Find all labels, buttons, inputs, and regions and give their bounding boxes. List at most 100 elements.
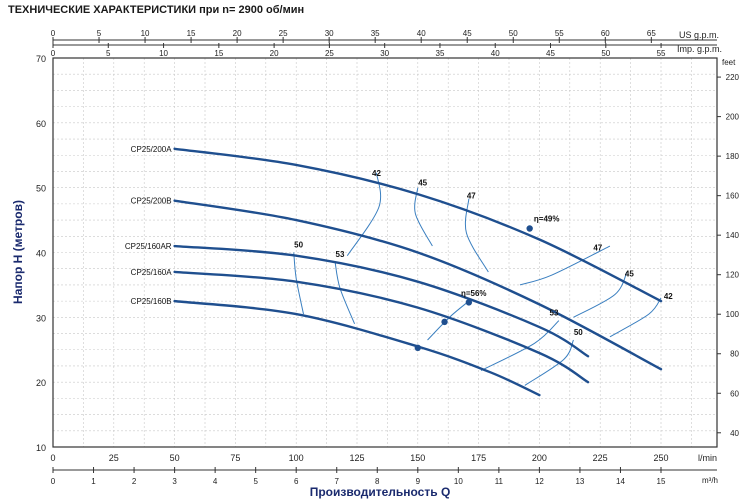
feet-tick-label: 180 xyxy=(726,152,740,161)
bep-point xyxy=(526,225,533,232)
efficiency-lines xyxy=(293,172,662,386)
imp-gpm-tick-label: 0 xyxy=(51,49,56,58)
efficiency-label: 50 xyxy=(574,328,583,337)
x-tick-label: 100 xyxy=(289,453,304,463)
feet-tick-label: 120 xyxy=(726,271,740,280)
us-gpm-tick-label: 50 xyxy=(509,29,518,38)
pump-curve xyxy=(173,299,541,397)
us-gpm-tick-label: 5 xyxy=(97,29,102,38)
m3h-tick-label: 11 xyxy=(495,477,504,486)
x-tick-label: 175 xyxy=(471,453,486,463)
efficiency-line xyxy=(464,198,489,273)
x-tick-label: 0 xyxy=(50,453,55,463)
x-tick-label: 50 xyxy=(170,453,180,463)
us-gpm-tick-label: 20 xyxy=(233,29,242,38)
efficiency-label: 45 xyxy=(418,179,427,188)
plot-border xyxy=(52,57,718,448)
y-tick-label: 70 xyxy=(36,54,46,64)
x-axis-title: Производительность Q xyxy=(310,485,451,499)
m3h-tick-label: 12 xyxy=(535,477,544,486)
grid xyxy=(52,57,717,448)
m3h-tick-label: 2 xyxy=(132,477,137,486)
efficiency-label: 53 xyxy=(336,250,345,259)
feet-tick-label: 220 xyxy=(726,73,740,82)
efficiency-label: 42 xyxy=(664,292,673,301)
efficiency-label: 47 xyxy=(593,244,602,253)
m3h-tick-label: 1 xyxy=(91,477,96,486)
us-gpm-tick-label: 65 xyxy=(647,29,656,38)
m3h-tick-label: 13 xyxy=(575,477,584,486)
us-gpm-tick-label: 40 xyxy=(417,29,426,38)
m3h-tick-label: 7 xyxy=(335,477,340,486)
m3h-tick-label: 9 xyxy=(416,477,421,486)
us-gpm-tick-label: 55 xyxy=(555,29,564,38)
us-gpm-tick-label: 15 xyxy=(187,29,196,38)
curve-labels: CP25/200A CP25/200B CP25/160AR CP25/160A CP2… xyxy=(125,145,673,337)
imp-gpm-tick-label: 10 xyxy=(159,49,168,58)
pump-curve xyxy=(173,244,590,358)
y-tick-label: 40 xyxy=(36,249,46,259)
pump-curve xyxy=(173,199,663,371)
efficiency-line xyxy=(334,262,356,325)
x-tick-label: 25 xyxy=(109,453,119,463)
m3h-tick-label: 0 xyxy=(51,477,56,486)
imp-gpm-tick-label: 25 xyxy=(325,49,334,58)
imp-gpm-tick-label: 5 xyxy=(106,49,111,58)
m3h-tick-label: 8 xyxy=(375,477,380,486)
curve-name-label: CP25/160A xyxy=(131,268,173,277)
efficiency-label: 47 xyxy=(467,192,476,201)
imp-gpm-tick-label: 55 xyxy=(657,49,666,58)
y-tick-label: 20 xyxy=(36,378,46,388)
curve-name-label: CP25/200B xyxy=(131,197,172,206)
x-unit-m3h: m³/h xyxy=(702,476,718,485)
m3h-tick-label: 3 xyxy=(172,477,177,486)
x-tick-label: 200 xyxy=(532,453,547,463)
efficiency-line xyxy=(480,320,560,371)
imp-gpm-tick-label: 45 xyxy=(546,49,555,58)
feet-tick-label: 40 xyxy=(730,429,739,438)
imp-gpm-tick-label: 50 xyxy=(601,49,610,58)
m3h-tick-label: 10 xyxy=(454,477,463,486)
x-tick-label: 150 xyxy=(410,453,425,463)
feet-tick-label: 140 xyxy=(726,231,740,240)
efficiency-label: 42 xyxy=(372,169,381,178)
m3h-tick-label: 5 xyxy=(253,477,258,486)
x-tick-label: 250 xyxy=(653,453,668,463)
feet-tick-label: 100 xyxy=(726,310,740,319)
imp-gpm-tick-label: 40 xyxy=(491,49,500,58)
top-unit-us: US g.p.m. xyxy=(679,30,719,40)
m3h-tick-label: 4 xyxy=(213,477,218,486)
m3h-tick-label: 6 xyxy=(294,477,299,486)
us-gpm-tick-label: 10 xyxy=(141,29,150,38)
us-gpm-tick-label: 60 xyxy=(601,29,610,38)
efficiency-label: 50 xyxy=(294,240,303,249)
us-gpm-tick-label: 0 xyxy=(51,29,56,38)
efficiency-label: 53 xyxy=(550,308,559,317)
y-tick-label: 50 xyxy=(36,184,46,194)
curve-name-label: CP25/160B xyxy=(131,297,172,306)
imp-gpm-tick-label: 35 xyxy=(436,49,445,58)
efficiency-line xyxy=(519,245,611,286)
us-gpm-tick-label: 35 xyxy=(371,29,380,38)
bep-point xyxy=(441,318,448,326)
efficiency-label: 45 xyxy=(625,269,634,278)
y-tick-label: 10 xyxy=(36,443,46,453)
efficiency-line xyxy=(573,271,628,318)
x-tick-label: 75 xyxy=(230,453,240,463)
efficiency-line xyxy=(293,252,304,315)
efficiency-line xyxy=(524,339,574,386)
us-gpm-tick-label: 45 xyxy=(463,29,472,38)
efficiency-line xyxy=(346,172,382,257)
y-tick-label: 60 xyxy=(36,119,46,129)
feet-tick-label: 60 xyxy=(730,389,739,398)
y-axis-title: Напор Н (метров) xyxy=(11,200,25,304)
feet-tick-label: 160 xyxy=(726,192,740,201)
imp-gpm-tick-label: 20 xyxy=(270,49,279,58)
efficiency-label: η=49% xyxy=(534,214,560,223)
imp-gpm-tick-label: 30 xyxy=(380,49,389,58)
m3h-tick-label: 14 xyxy=(616,477,625,486)
pump-curve xyxy=(173,147,663,303)
axis-ticks: 1020304050607040608010012014016018020022… xyxy=(36,29,740,486)
imp-gpm-tick-label: 15 xyxy=(214,49,223,58)
chart-title: ТЕХНИЧЕСКИЕ ХАРАКТЕРИСТИКИ при n= 2900 о… xyxy=(8,4,305,16)
